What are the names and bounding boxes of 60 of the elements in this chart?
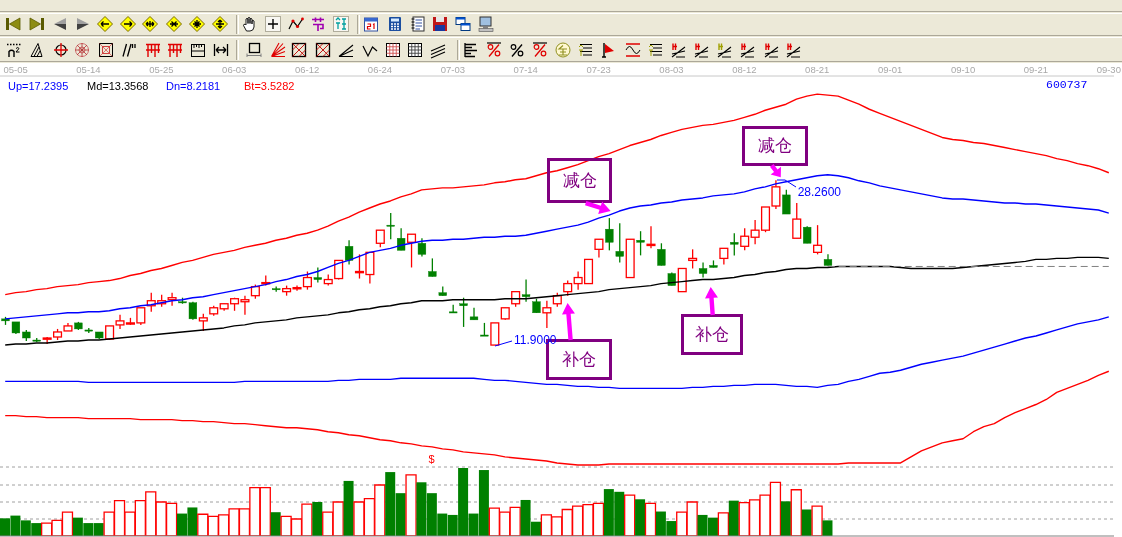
annotation: 11.9000 xyxy=(514,333,557,347)
annotation: $ xyxy=(428,452,435,466)
bar xyxy=(635,499,646,536)
x-tick-label: 05-25 xyxy=(149,64,174,75)
bar xyxy=(822,520,833,536)
candlestick xyxy=(677,267,687,293)
candlestick xyxy=(542,300,552,329)
x-tick-label: 09-10 xyxy=(950,64,976,75)
annotation: 28.2600 xyxy=(797,185,842,200)
candlestick xyxy=(459,297,468,328)
x-tick-label: 07-23 xyxy=(586,64,611,75)
candlestick xyxy=(594,238,604,259)
x-tick-label: 05-14 xyxy=(76,64,101,75)
candlestick xyxy=(615,222,624,264)
x-tick-label: 08-03 xyxy=(659,64,684,75)
candlestick xyxy=(813,224,823,256)
candlestick xyxy=(386,212,395,240)
x-tick-label: 07-14 xyxy=(513,64,538,75)
candlestick xyxy=(490,322,500,346)
candlestick xyxy=(782,189,791,215)
annotation: 减仓 xyxy=(562,170,597,191)
x-tick-label: 09-21 xyxy=(1023,64,1049,75)
candlestick xyxy=(406,233,417,269)
bar xyxy=(312,502,323,536)
x-tick-label: 08-21 xyxy=(805,64,830,75)
x-tick-label: 09-30 xyxy=(1096,64,1121,75)
annotation: 600737 xyxy=(1046,78,1088,92)
candlestick xyxy=(698,261,708,279)
annotation: Md=13.3568 xyxy=(87,79,149,93)
x-tick-label: 08-12 xyxy=(732,64,757,75)
annotation: Bt=3.5282 xyxy=(244,79,295,93)
annotation: Dn=8.2181 xyxy=(166,79,221,93)
candlestick xyxy=(521,278,531,303)
x-tick-label: 06-03 xyxy=(222,64,247,75)
x-tick-label: 06-24 xyxy=(367,64,393,75)
candlestick xyxy=(428,257,437,278)
annotation: 减仓 xyxy=(758,136,792,156)
candlestick xyxy=(657,242,666,267)
candlestick xyxy=(730,232,739,257)
x-tick-label: 06-12 xyxy=(294,64,320,75)
candlestick xyxy=(167,292,177,307)
bar xyxy=(780,501,791,536)
candlestick xyxy=(636,230,645,257)
candlestick xyxy=(740,227,750,251)
annotation: Up=17.2395 xyxy=(8,79,69,93)
candlestick xyxy=(417,237,427,258)
candlestick xyxy=(688,248,698,270)
candlestick xyxy=(605,217,614,251)
x-tick-label: 07-03 xyxy=(440,64,466,75)
candlestick xyxy=(302,270,312,291)
candlestick xyxy=(646,225,656,249)
candlestick xyxy=(792,202,802,239)
annotation: 补仓 xyxy=(562,349,596,370)
bar xyxy=(343,480,354,536)
bar xyxy=(728,500,739,536)
x-tick-label: 05-05 xyxy=(3,64,28,75)
annotation: 补仓 xyxy=(695,324,729,345)
x-tick-label: 09-01 xyxy=(878,64,903,75)
candlestick xyxy=(469,307,479,321)
candlestick xyxy=(344,239,354,266)
